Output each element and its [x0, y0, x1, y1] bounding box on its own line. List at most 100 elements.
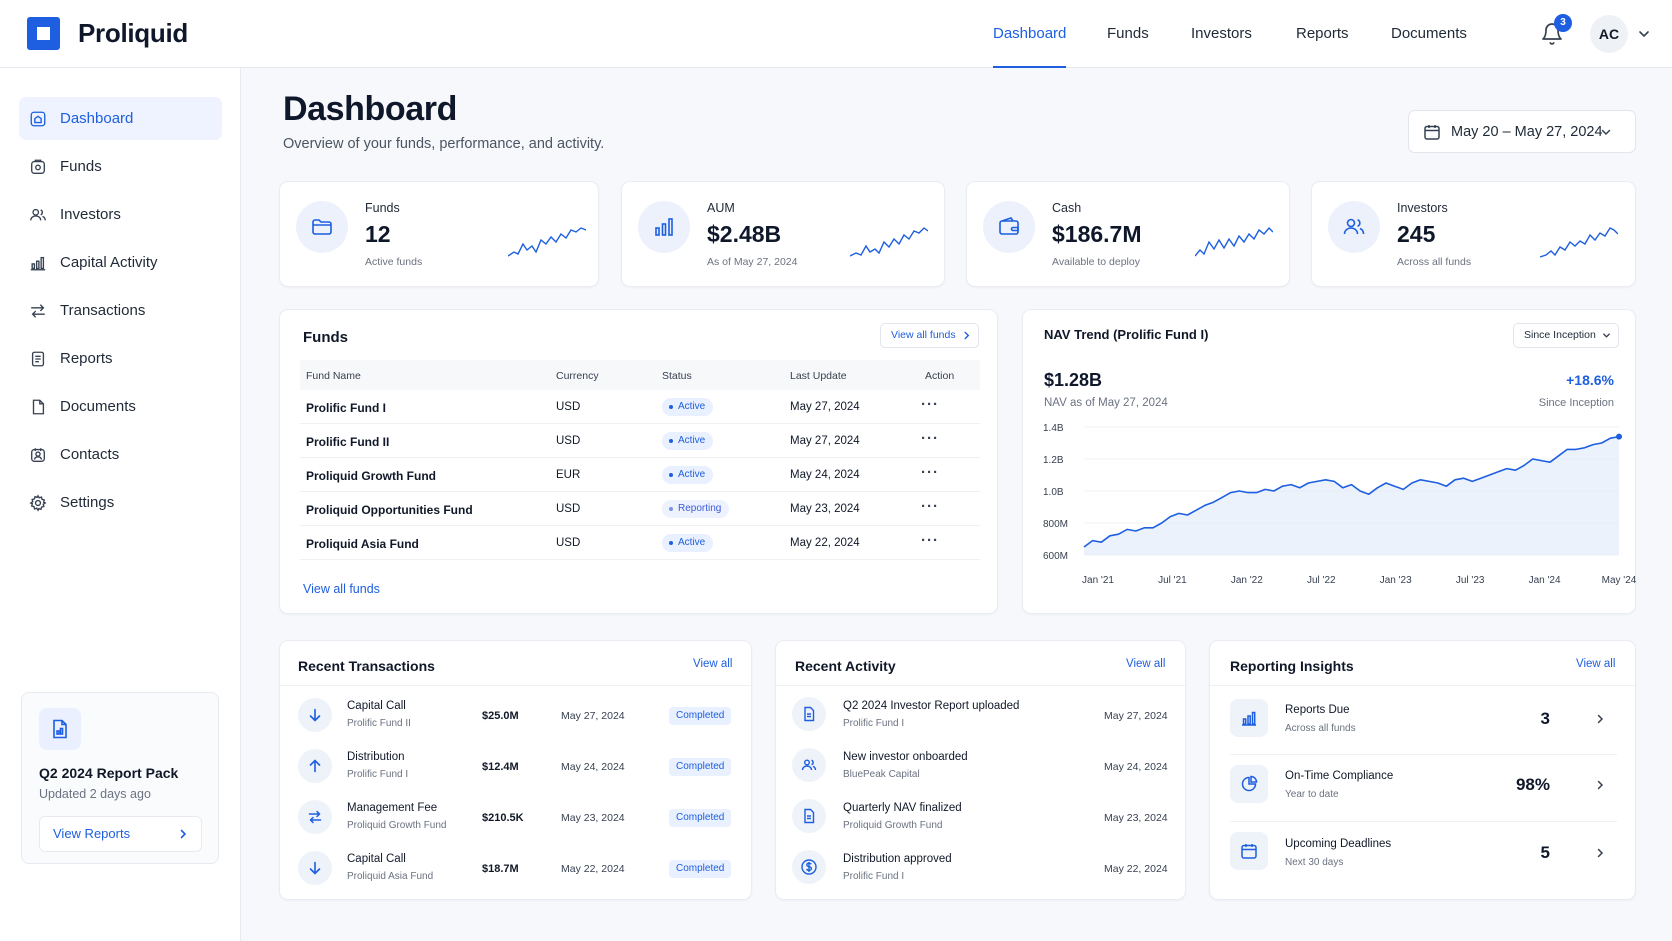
- activity-sub: Prolific Fund I: [843, 718, 905, 729]
- report-pack-subtitle: Updated 2 days ago: [39, 787, 151, 801]
- kpi-subtitle: As of May 27, 2024: [707, 256, 798, 268]
- insight-title[interactable]: Upcoming Deadlines: [1285, 838, 1392, 850]
- nav-dashboard[interactable]: Dashboard: [993, 0, 1067, 68]
- kpi-value: 245: [1397, 221, 1436, 247]
- brand-name[interactable]: Proliquid: [78, 18, 188, 48]
- sidebar-item-settings[interactable]: Settings: [19, 481, 222, 524]
- nav-funds[interactable]: Funds: [1107, 25, 1149, 42]
- activity-date: May 27, 2024: [1104, 710, 1168, 722]
- sidebar-item-contacts[interactable]: Contacts: [19, 433, 222, 476]
- col-status[interactable]: Status: [662, 370, 692, 382]
- y-tick-label: 1.0B: [1043, 487, 1064, 498]
- activity-title[interactable]: Distribution approved: [843, 853, 952, 865]
- col-currency[interactable]: Currency: [556, 370, 599, 382]
- table-row[interactable]: Prolific Fund II USD Active May 27, 2024…: [300, 424, 980, 458]
- bar-chart-icon: [638, 201, 690, 253]
- user-avatar[interactable]: AC: [1590, 15, 1628, 53]
- table-row[interactable]: Proliquid Growth Fund EUR Active May 24,…: [300, 458, 980, 492]
- table-header: [300, 360, 980, 390]
- table-row[interactable]: Prolific Fund I USD Active May 27, 2024 …: [300, 390, 980, 424]
- sparkline: [508, 227, 586, 257]
- sidebar-item-transactions[interactable]: Transactions: [19, 289, 222, 332]
- chevron-right-icon: [964, 331, 969, 340]
- sidebar-item-dashboard[interactable]: Dashboard: [19, 97, 222, 140]
- transactions-title: Recent Transactions: [298, 658, 435, 674]
- col-fund-name[interactable]: Fund Name: [306, 370, 361, 382]
- recent-activity-card: Recent Activity View all Q2 2024 Investo…: [775, 640, 1187, 900]
- sidebar-item-reports[interactable]: Reports: [19, 337, 222, 380]
- fund-name[interactable]: Proliquid Asia Fund: [306, 537, 419, 551]
- date-range-picker[interactable]: May 20 – May 27, 2024: [1408, 110, 1636, 153]
- kpi-card-funds[interactable]: Funds 12 Active funds: [279, 181, 599, 287]
- activity-view-all[interactable]: View all: [1126, 658, 1166, 670]
- kpi-card-investors[interactable]: Investors 245 Across all funds: [1311, 181, 1636, 287]
- sidebar-item-capital-activity[interactable]: Capital Activity: [19, 241, 222, 284]
- more-actions-icon[interactable]: ···: [921, 532, 939, 549]
- sidebar-item-documents[interactable]: Documents: [19, 385, 222, 428]
- fund-icon: [31, 159, 45, 174]
- page-title: Dashboard: [283, 90, 457, 128]
- nav-change-subtitle: Since Inception: [1538, 397, 1614, 409]
- nav-change: +18.6%: [1566, 372, 1614, 388]
- transaction-title[interactable]: Capital Call: [347, 700, 406, 712]
- transaction-date: May 22, 2024: [561, 863, 625, 875]
- pie-chart-icon: [1230, 765, 1268, 803]
- transaction-title[interactable]: Management Fee: [347, 802, 438, 814]
- nav-reports[interactable]: Reports: [1296, 25, 1349, 42]
- chevron-down-icon[interactable]: [1636, 26, 1652, 42]
- kpi-card-aum[interactable]: AUM $2.48B As of May 27, 2024: [621, 181, 945, 287]
- fund-currency: USD: [556, 401, 581, 413]
- document-icon: [792, 799, 826, 833]
- more-actions-icon[interactable]: ···: [921, 396, 939, 413]
- transaction-title[interactable]: Distribution: [347, 751, 405, 763]
- insight-title[interactable]: On-Time Compliance: [1285, 770, 1394, 782]
- kpi-card-cash[interactable]: Cash $186.7M Available to deploy: [966, 181, 1290, 287]
- nav-trend-chart[interactable]: 600M 800M 1.0B 1.2B 1.4B Jan '21 Jul '21 Jan '2…: [1023, 415, 1637, 610]
- transaction-fund: Prolific Fund II: [347, 718, 411, 729]
- transactions-view-all[interactable]: View all: [693, 658, 733, 670]
- table-row[interactable]: Proliquid Opportunities Fund USD Reporti…: [300, 492, 980, 526]
- fund-name[interactable]: Proliquid Opportunities Fund: [306, 503, 473, 517]
- last-point[interactable]: [1616, 433, 1622, 440]
- notification-badge: 3: [1554, 14, 1572, 32]
- date-range-label: May 20 – May 27, 2024: [1451, 123, 1603, 140]
- activity-sub: Proliquid Growth Fund: [843, 820, 943, 831]
- insights-view-all[interactable]: View all: [1576, 658, 1616, 670]
- insight-value: 98%: [1515, 775, 1550, 794]
- activity-title[interactable]: Q2 2024 Investor Report uploaded: [843, 700, 1020, 712]
- transaction-title[interactable]: Capital Call: [347, 853, 406, 865]
- sidebar-item-investors[interactable]: Investors: [19, 193, 222, 236]
- fund-name[interactable]: Prolific Fund I: [306, 401, 386, 415]
- more-actions-icon[interactable]: ···: [921, 430, 939, 447]
- transaction-amount: $25.0M: [482, 710, 519, 722]
- view-all-funds-button[interactable]: View all funds: [880, 323, 979, 348]
- insight-title[interactable]: Reports Due: [1285, 704, 1350, 716]
- range-select[interactable]: Since Inception: [1513, 323, 1619, 348]
- more-actions-icon[interactable]: ···: [921, 464, 939, 481]
- table-row[interactable]: Proliquid Asia Fund USD Active May 22, 2…: [300, 526, 980, 560]
- x-tick-label: Jul '23: [1456, 575, 1485, 586]
- x-tick-label: Jan '24: [1529, 575, 1561, 586]
- view-reports-button[interactable]: View Reports: [39, 816, 202, 852]
- chevron-right-icon[interactable]: [1594, 713, 1606, 725]
- nav-documents[interactable]: Documents: [1391, 25, 1467, 42]
- activity-sub: BluePeak Capital: [843, 769, 920, 780]
- transaction-date: May 23, 2024: [561, 812, 625, 824]
- logo-icon[interactable]: [27, 17, 60, 50]
- col-last-update[interactable]: Last Update: [790, 370, 847, 382]
- sparkline: [1195, 226, 1273, 257]
- activity-title[interactable]: New investor onboarded: [843, 751, 968, 763]
- sidebar-item-funds[interactable]: Funds: [19, 145, 222, 188]
- chevron-right-icon[interactable]: [1594, 779, 1606, 791]
- kpi-subtitle: Across all funds: [1397, 256, 1472, 268]
- nav-investors[interactable]: Investors: [1191, 25, 1252, 42]
- activity-title[interactable]: Quarterly NAV finalized: [843, 802, 962, 814]
- view-all-funds-link[interactable]: View all funds: [303, 582, 380, 596]
- fund-name[interactable]: Proliquid Growth Fund: [306, 469, 436, 483]
- fund-name[interactable]: Prolific Fund II: [306, 435, 390, 449]
- y-tick-label: 800M: [1043, 519, 1068, 530]
- bell-icon[interactable]: [1540, 22, 1564, 46]
- more-actions-icon[interactable]: ···: [921, 498, 939, 515]
- kpi-label: Cash: [1052, 201, 1082, 215]
- chevron-right-icon[interactable]: [1594, 847, 1606, 859]
